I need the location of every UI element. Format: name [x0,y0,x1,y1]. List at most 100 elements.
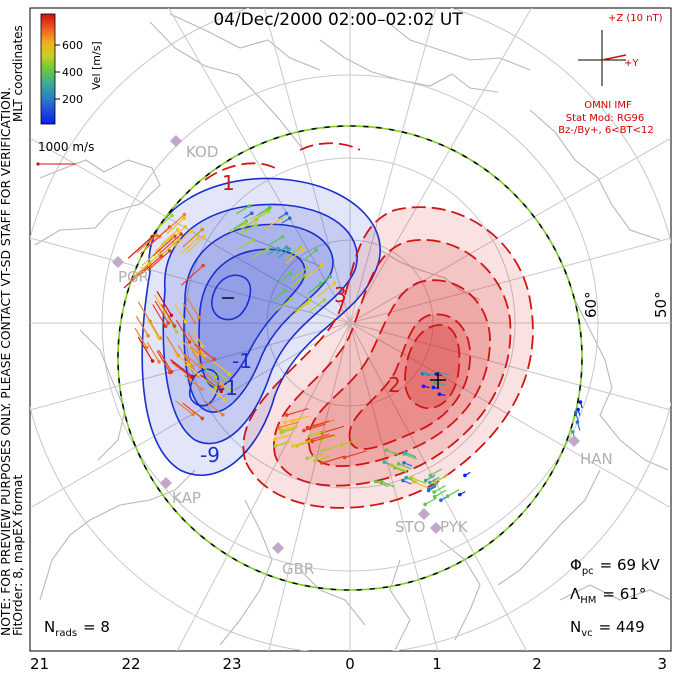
velocity-vector [307,282,322,295]
velocity-vector [134,327,148,348]
velocity-vector [321,425,344,434]
velocity-vector [147,318,161,339]
velocity-vector [171,361,192,378]
colorbar-label: Vel [m/s] [90,41,103,90]
velocity-vector [274,433,293,440]
velocity-vector [154,300,169,324]
reference-vector: 1000 m/s [36,140,94,166]
velocity-vector [160,229,179,246]
velocity-vector [459,491,466,496]
velocity-vector [160,303,176,327]
velocity-vector [237,239,254,250]
velocity-vector [341,439,357,446]
stat-lambda-hm: ΛHM = 61° [570,585,646,606]
imf-condition: Bz-/By+, 6<BT<12 [558,125,653,136]
colorbar-tick: 400 [62,66,83,79]
imf-y-label: +Y [624,58,639,69]
velocity-vector [160,238,180,256]
velocity-vector [322,445,338,451]
stats-block: Φpc = 69 kV ΛHM = 61° Nvc = 449 Nrads = 8 [44,556,661,639]
velocity-vector [158,349,173,373]
velocity-vector [182,229,203,248]
mlt-tick-label: 0 [345,655,355,673]
velocity-vector [285,249,304,264]
imf-z-label: +Z (10 nT) [608,13,663,24]
velocity-vector [277,273,291,285]
velocity-vector [152,235,176,257]
velocity-vector [180,265,204,286]
vector-origin [310,439,315,444]
station-gbr: GBR [272,542,314,578]
velocity-vector [375,480,389,488]
velocity-vector [292,415,310,422]
velocity-vector [290,302,309,318]
imf-model: Stat Mod: RG96 [566,113,645,124]
velocity-vector [204,400,224,416]
velocity-vector [167,316,178,333]
velocity-vector [182,402,203,419]
velocity-vector [175,319,191,343]
potential-max-marker [430,372,446,388]
mlt-axis-labels: 21 22 23 0 1 2 3 [30,655,667,673]
velocity-vector [275,246,287,255]
velocity-vector [391,464,407,472]
velocity-vector [256,207,270,217]
velocity-vector [181,341,198,355]
velocity-vector [241,219,257,230]
velocity-vector [214,369,229,382]
velocity-vector [154,235,173,253]
velocity-vector [410,477,427,485]
velocity-vector [312,434,335,442]
velocity-vector [252,248,269,259]
velocity-vector [386,449,400,456]
hm-boundary-green [117,125,583,591]
velocity-vector [577,409,581,416]
velocity-vector [137,336,154,362]
positive-contours [204,142,534,509]
velocity-vector [136,234,157,254]
mlt-tick-label: 1 [432,655,442,673]
velocity-vector [137,301,151,322]
velocity-vector [576,421,581,431]
mlt-tick-label: 2 [532,655,542,673]
velocity-vector [180,237,199,255]
velocity-vector [147,250,171,271]
velocity-vector [156,214,173,230]
velocity-vector [182,302,196,323]
velocity-vector [275,298,292,312]
velocity-vector [434,474,449,483]
velocity-vector [166,217,185,235]
coordinate-system-label: MLT coordinates [11,25,25,122]
velocity-vector [201,365,216,378]
velocity-vector [170,359,193,377]
velocity-vector [435,382,446,386]
velocity-vector [425,474,436,482]
mlt-tick-label: 3 [657,655,667,673]
stat-n-vc: Nvc = 449 [570,618,645,639]
station-han: HAN [568,435,613,468]
velocity-vector [579,401,583,409]
velocity-vector [433,386,440,390]
contour-label: 3 [334,283,347,307]
velocity-vector [438,372,450,376]
velocity-vector [183,374,203,390]
velocity-vector [428,485,437,491]
station-pgr: PGR [112,256,149,286]
velocity-vector [428,482,439,489]
latitude-label-50: 50° [652,291,670,318]
velocity-vector [152,304,167,327]
velocity-vector [123,265,149,289]
velocity-vector [243,212,253,219]
velocity-vector [127,236,153,259]
velocity-vector [307,433,330,442]
colorbar-tick: 200 [62,93,83,106]
velocity-vector [147,319,159,338]
velocity-vector [316,282,335,298]
contour-label: 2 [388,373,401,397]
velocity-vector [430,468,443,476]
velocity-vector [403,453,418,460]
velocity-vector [281,217,291,224]
velocity-vector [173,352,190,366]
stat-n-rads: Nrads = 8 [44,618,110,639]
